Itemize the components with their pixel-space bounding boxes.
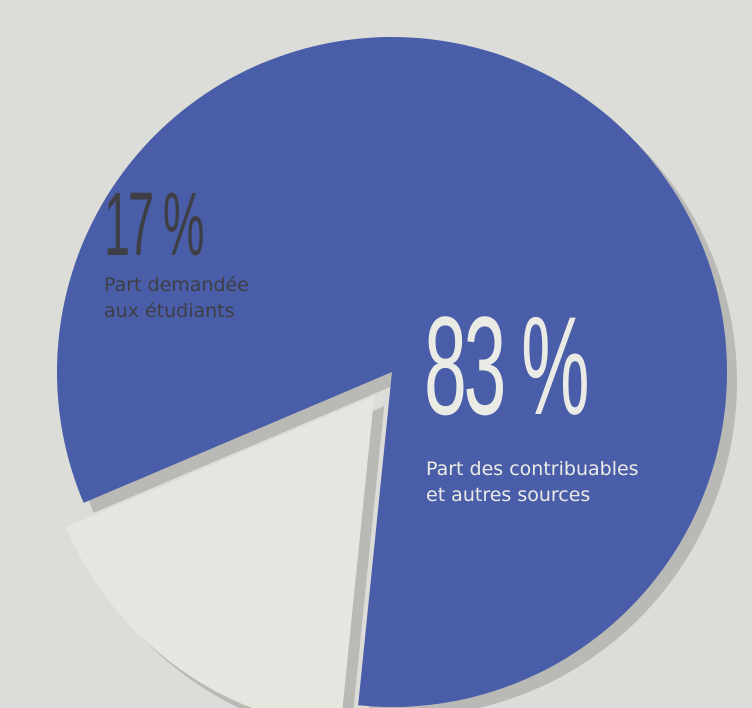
slice-label-students-line-1: Part demandée <box>104 274 249 296</box>
slice-label-students: Part demandée aux étudiants <box>104 272 249 324</box>
pie-slice-students <box>65 396 375 708</box>
slice-label-students-line-2: aux étudiants <box>104 300 235 322</box>
slice-label-taxpayers: Part des contribuables et autres sources <box>426 456 639 508</box>
slice-label-taxpayers-line-1: Part des contribuables <box>426 458 639 480</box>
slice-value-label-taxpayers: 83 % <box>424 287 590 444</box>
pie-slice-taxpayers <box>56 37 728 708</box>
slice-label-taxpayers-line-2: et autres sources <box>426 484 591 506</box>
slice-value-label-students: 17 % <box>104 175 204 275</box>
